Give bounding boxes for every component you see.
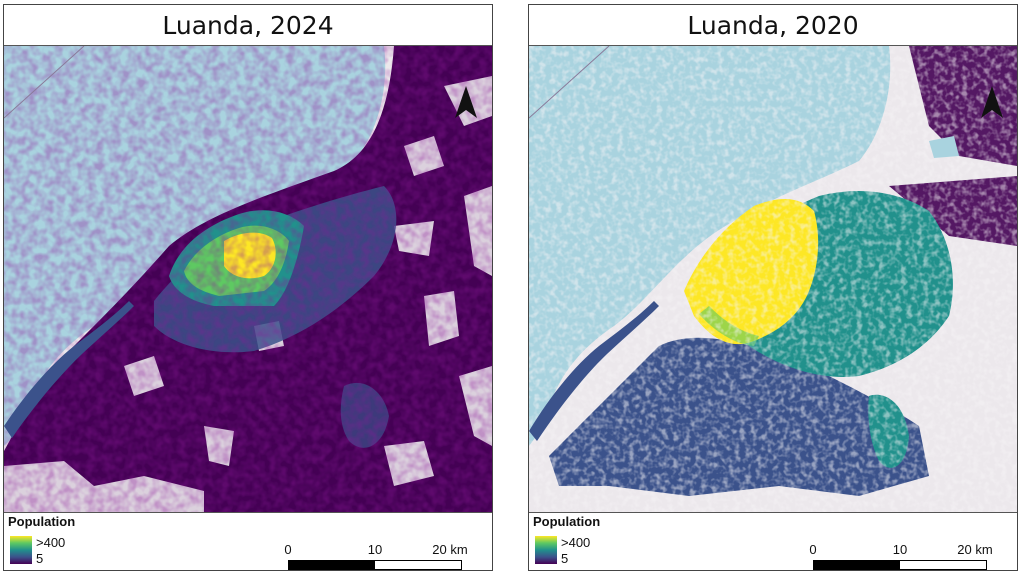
legend-title: Population: [8, 514, 76, 529]
legend-color-ramp: [10, 536, 32, 564]
north-arrow-icon: [981, 86, 1003, 118]
legend-title: Population: [533, 514, 601, 529]
land-speckle-texture: [529, 46, 1017, 512]
scale-bar: 0 10 20 km: [274, 542, 474, 572]
legend-max-label: >400: [36, 535, 66, 550]
map-area[interactable]: [529, 45, 1017, 513]
map-area[interactable]: [4, 45, 492, 513]
road-line: [4, 46, 85, 119]
scale-label-10: 10: [892, 542, 908, 557]
scale-label-20: 20 km: [957, 542, 993, 557]
legend-min-label: 5: [36, 551, 44, 566]
scale-segment-black: [288, 560, 375, 570]
map-panel-2020: Luanda, 2020: [528, 4, 1018, 571]
lagoon: [929, 136, 959, 158]
scale-segment-white: [374, 560, 462, 570]
legend: Population >400 5: [533, 514, 733, 569]
scale-bar: 0 10 20 km: [799, 542, 999, 572]
coastal-spit: [4, 301, 134, 438]
population-map-2020: [529, 46, 1017, 512]
scale-label-0: 0: [809, 542, 817, 557]
scale-segment-white: [899, 560, 987, 570]
scale-label-10: 10: [367, 542, 383, 557]
coastal-spit: [529, 301, 659, 441]
map-panel-2024: Luanda, 2024: [3, 4, 493, 571]
scale-label-20: 20 km: [432, 542, 468, 557]
legend-color-ramp: [535, 536, 557, 564]
legend: Population >400 5: [8, 514, 208, 569]
map-title: Luanda, 2024: [162, 11, 334, 40]
map-title: Luanda, 2020: [687, 11, 859, 40]
legend-max-label: >400: [561, 535, 591, 550]
population-map-2024: [4, 46, 492, 512]
scale-label-0: 0: [284, 542, 292, 557]
scale-segment-black: [813, 560, 900, 570]
density-texture: [4, 46, 492, 512]
north-arrow-icon: [455, 86, 477, 118]
road-line: [529, 46, 610, 119]
legend-min-label: 5: [561, 551, 569, 566]
